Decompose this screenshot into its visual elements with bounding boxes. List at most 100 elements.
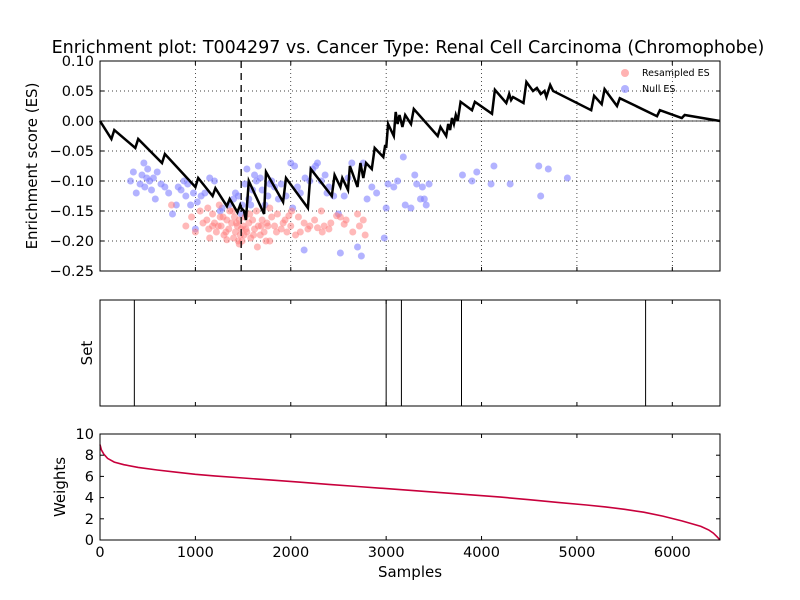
null-es-point-5 (140, 159, 148, 167)
resampled-es-point-59 (359, 216, 367, 224)
resampled-es-point-31 (252, 207, 260, 215)
null-es-point-6 (141, 183, 149, 191)
resampled-es-point-41 (273, 210, 281, 218)
chart-title: Enrichment plot: T004297 vs. Cancer Type… (52, 38, 765, 58)
resampled-es-point-70 (242, 225, 250, 233)
resampled-es-point-62 (188, 213, 196, 221)
resampled-es-point-58 (354, 210, 362, 218)
null-es-point-95 (422, 201, 430, 209)
enrichment-panel: −0.25 −0.20 −0.15 −0.10 −0.05 0.00 0.05 0.10 En… (23, 54, 721, 280)
resampled-es-point-57 (349, 228, 357, 236)
null-es-point-1 (129, 168, 137, 176)
resampled-es-point-48 (300, 219, 308, 227)
null-es-point-38 (241, 180, 249, 188)
resampled-es-point-65 (206, 234, 214, 242)
null-es-point-72 (336, 249, 344, 257)
null-es-point-22 (182, 192, 190, 200)
null-es-point-65 (313, 159, 321, 167)
weights-panel: 0 2 4 6 8 10 0 1000 2000 3000 4000 5000 6000 Weights… (51, 427, 721, 581)
null-es-point-85 (390, 183, 398, 191)
enrichment-gridlines (100, 60, 720, 272)
resampled-es-point-54 (325, 225, 333, 233)
y-tick-label--0.15: −0.15 (50, 204, 94, 220)
resampled-es-point-86 (246, 210, 254, 218)
resampled-es-point-72 (257, 222, 265, 230)
null-es-point-76 (354, 243, 362, 251)
null-es-point-43 (251, 171, 259, 179)
null-es-point-75 (348, 159, 356, 167)
w-y-tick-label-2: 2 (85, 512, 94, 528)
resampled-es-point-74 (272, 228, 280, 236)
legend-swatch-resampled (621, 69, 629, 77)
resampled-es-point-63 (191, 228, 199, 236)
y-tick-label-0.05: 0.05 (62, 84, 94, 100)
null-es-point-73 (340, 192, 348, 200)
null-es-point-39 (243, 165, 251, 173)
resampled-es-point-6 (215, 201, 223, 209)
resampled-es-point-47 (294, 213, 302, 221)
legend-label-null: Null ES (642, 84, 675, 95)
null-es-point-98 (468, 177, 476, 185)
y-tick-label-0.00: 0.00 (62, 114, 94, 130)
null-es-point-93 (418, 183, 426, 191)
resampled-es-point-73 (263, 219, 271, 227)
null-es-point-99 (473, 168, 481, 176)
null-es-point-80 (368, 183, 376, 191)
null-es-point-84 (384, 180, 392, 188)
y-tick-label--0.10: −0.10 (50, 174, 94, 190)
w-y-tick-label-6: 6 (85, 469, 94, 485)
null-es-point-94 (420, 195, 428, 203)
null-es-point-45 (254, 162, 262, 170)
resampled-es-point-69 (232, 219, 240, 227)
x-tick-label-1000: 1000 (177, 545, 214, 561)
weights-line (99, 444, 721, 541)
y-tick-label--0.05: −0.05 (50, 144, 94, 160)
w-y-tick-label-0: 0 (85, 533, 94, 549)
resampled-es-point-64 (199, 219, 207, 227)
null-es-point-17 (168, 210, 176, 218)
w-y-tick-label-10: 10 (76, 427, 94, 443)
null-es-point-96 (425, 180, 433, 188)
null-es-point-105 (544, 165, 552, 173)
set-hit-lines (133, 300, 647, 406)
resampled-es-point-66 (214, 222, 222, 230)
null-es-point-90 (411, 171, 419, 179)
null-es-point-59 (293, 183, 301, 191)
null-es-points (127, 153, 571, 260)
null-es-point-107 (300, 246, 308, 254)
enrichment-axes-frame (99, 60, 721, 272)
y-tick-label--0.25: −0.25 (50, 264, 94, 280)
null-es-point-86 (394, 177, 402, 185)
resampled-es-point-44 (283, 228, 291, 236)
y-tick-label-0.10: 0.10 (62, 54, 94, 70)
null-es-point-31 (210, 177, 218, 185)
resampled-es-point-45 (287, 222, 295, 230)
enrichment-ticks: −0.25 −0.20 −0.15 −0.10 −0.05 0.00 0.05 0.10 (50, 54, 720, 280)
resampled-es-point-61 (182, 222, 190, 230)
null-es-point-88 (401, 201, 409, 209)
x-tick-label-3000: 3000 (368, 545, 405, 561)
null-es-point-24 (187, 201, 195, 209)
resampled-es-point-60 (168, 201, 176, 209)
null-es-point-87 (399, 153, 407, 161)
resampled-es-point-88 (327, 219, 335, 227)
null-es-point-89 (407, 204, 415, 212)
resampled-es-point-35 (260, 228, 268, 236)
y-tick-label--0.20: −0.20 (50, 234, 94, 250)
resampled-es-point-77 (296, 228, 304, 236)
resampled-es-point-90 (285, 212, 293, 220)
w-y-tick-label-8: 8 (85, 448, 94, 464)
null-es-point-101 (490, 162, 498, 170)
null-es-point-15 (161, 183, 169, 191)
resampled-es-point-79 (333, 212, 341, 220)
resampled-es-point-87 (266, 204, 274, 212)
resampled-es-point-29 (249, 216, 257, 224)
legend-label-resampled: Resampled ES (642, 68, 710, 79)
null-es-point-109 (216, 207, 224, 215)
null-es-point-103 (535, 162, 543, 170)
null-es-point-16 (165, 189, 173, 197)
x-tick-label-2000: 2000 (272, 545, 309, 561)
weights-ticks: 0 2 4 6 8 10 0 1000 2000 3000 4000 5000 6000 (76, 427, 720, 561)
null-es-point-77 (357, 252, 365, 260)
